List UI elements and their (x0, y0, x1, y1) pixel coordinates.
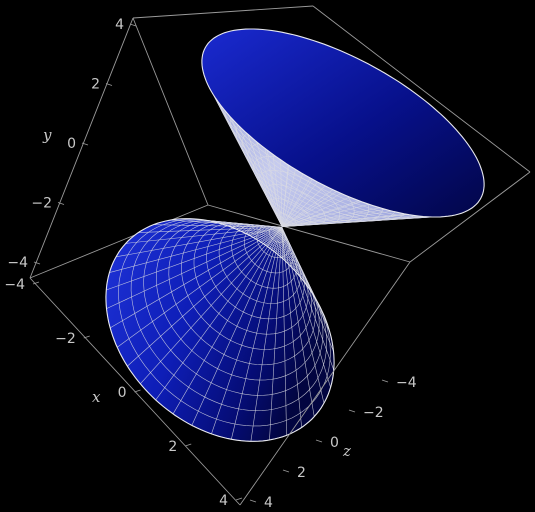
y-axis: 4 2 0 −2 −4 (7, 17, 137, 271)
x-axis-label: x (92, 388, 101, 406)
lower-nappe (105, 218, 335, 442)
tick-mark (185, 443, 192, 447)
tick-mark (33, 261, 41, 265)
cone-rim (201, 28, 485, 218)
bounding-box-back (29, 5, 531, 279)
z-tick-label: 2 (297, 465, 306, 481)
mesh-ring (276, 212, 297, 227)
y-tick-label: 0 (67, 136, 76, 152)
box-edge (29, 204, 209, 279)
tick-mark (134, 389, 141, 393)
cone-rim (105, 218, 335, 442)
x-tick-label: −2 (55, 331, 76, 347)
z-axis: −4 −2 0 2 4 (249, 375, 417, 511)
box-edge (409, 171, 531, 263)
box-edge (132, 17, 209, 206)
y-tick-label: −2 (31, 196, 52, 212)
tick-mark (129, 23, 137, 27)
tick-mark (249, 499, 257, 503)
x-tick-label: 2 (168, 439, 177, 455)
cone-interior (201, 29, 485, 217)
upper-nappe (201, 28, 485, 227)
tick-mark (57, 202, 65, 205)
tick-mark (81, 142, 89, 146)
x-tick-label: 4 (219, 493, 228, 509)
mesh-ring (270, 198, 312, 226)
y-tick-label: 2 (91, 77, 100, 93)
y-axis-label: y (42, 126, 52, 144)
tick-mark (315, 439, 323, 443)
tick-mark (235, 497, 243, 501)
tick-mark (282, 469, 290, 473)
tick-mark (381, 379, 389, 383)
y-tick-label: −4 (7, 255, 28, 271)
box-edge (239, 261, 411, 506)
tick-mark (105, 83, 113, 86)
box-edge (207, 204, 411, 263)
z-tick-label: 4 (264, 495, 273, 511)
mesh-ring (256, 225, 290, 258)
z-tick-label: −2 (363, 405, 384, 421)
z-axis-label: z (342, 442, 351, 460)
box-edge (312, 5, 531, 173)
y-tick-label: 4 (115, 17, 124, 33)
mesh-ring (244, 224, 294, 274)
x-tick-label: −4 (4, 277, 25, 293)
z-tick-label: −4 (396, 375, 417, 391)
tick-mark (83, 335, 90, 339)
box-edge (132, 5, 314, 19)
x-tick-label: 0 (118, 385, 127, 401)
box-edge (29, 17, 134, 279)
tick-mark (348, 409, 356, 413)
tick-mark (32, 281, 40, 285)
mesh-ring (264, 184, 326, 226)
z-tick-label: 0 (330, 435, 339, 451)
x-axis: −4 −2 0 2 4 (4, 277, 243, 509)
